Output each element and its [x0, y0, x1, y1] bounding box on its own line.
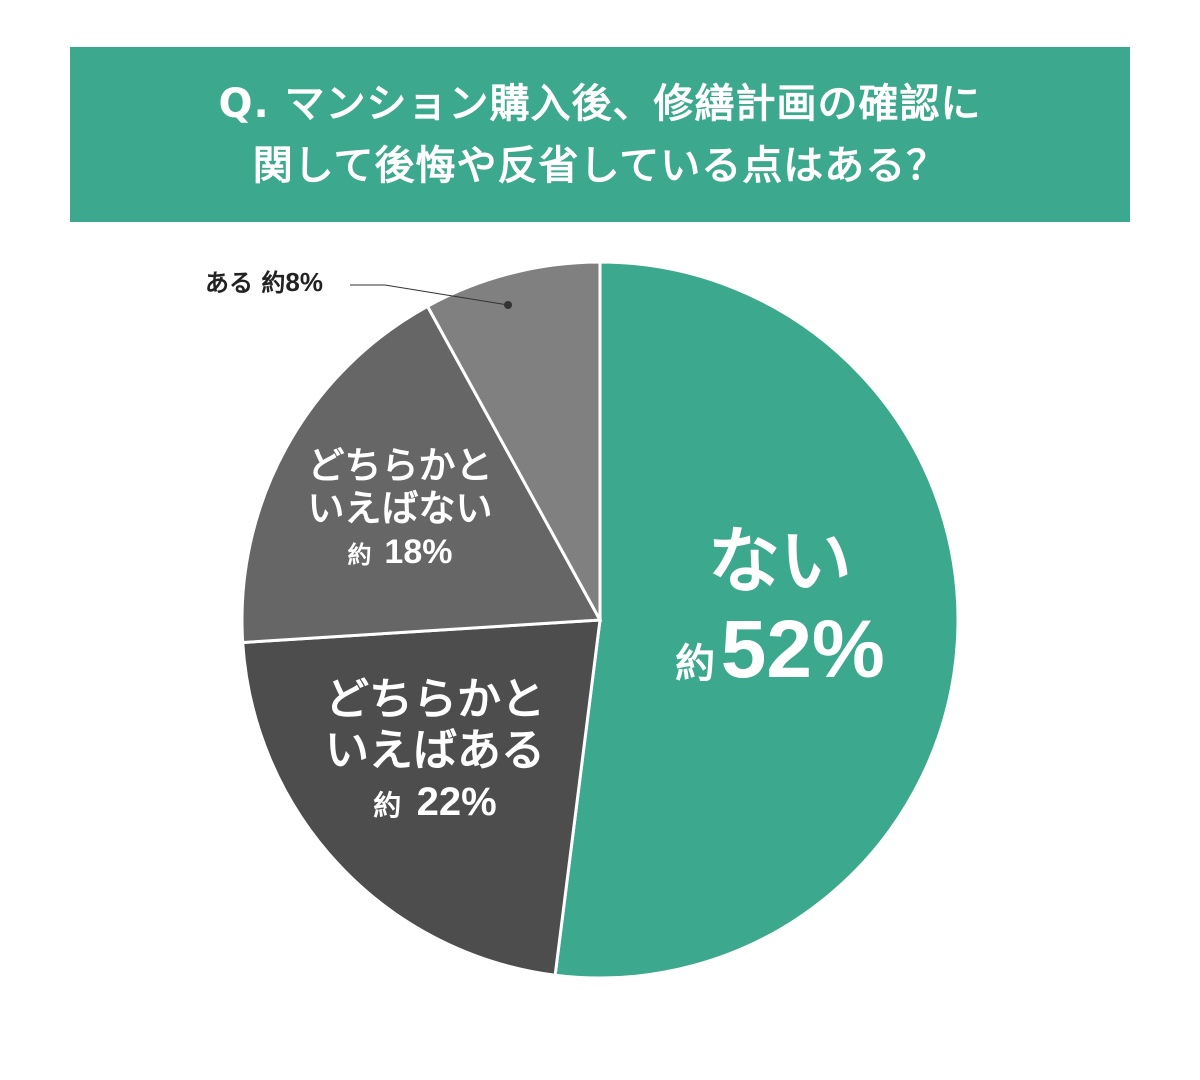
label-dochiraka-nai: どちらかと いえばない 約 18% — [280, 444, 520, 573]
label-dochiraka-aru: どちらかと いえばある 約 22% — [290, 674, 580, 827]
label-nai2-line2: いえばない — [307, 486, 493, 530]
label-aru2-prefix: 約 — [373, 789, 402, 823]
label-nai-prefix: 約 — [675, 640, 716, 687]
pie-slice-2 — [240, 304, 603, 645]
label-nai2-prefix: 約 — [347, 541, 372, 570]
chart-title: Q. マンション購入後、修繕計画の確認に 関して後悔や反省している点はある？ — [70, 47, 1130, 222]
pie-slice-0 — [553, 260, 960, 980]
pie-slice-3 — [425, 260, 602, 621]
title-line-1: Q. マンション購入後、修繕計画の確認に — [218, 80, 982, 127]
label-aru2-line2: いえばある — [325, 724, 545, 776]
label-aru: ある 約8% — [205, 267, 323, 298]
label-aru-prefix: 約 — [261, 269, 286, 297]
label-nai-text: ない — [707, 519, 852, 603]
label-aru-pct: 8% — [285, 267, 323, 297]
label-nai-pct: 52% — [720, 603, 885, 695]
leader-line — [350, 284, 509, 306]
pie-slice-1 — [241, 618, 602, 977]
label-aru-text: ある — [205, 269, 253, 297]
label-nai: ない 約 52% — [660, 520, 900, 697]
label-aru2-line1: どちらかと — [325, 674, 545, 725]
title-line-2: 関して後悔や反省している点はある？ — [252, 142, 948, 189]
label-nai2-line1: どちらかと — [307, 444, 493, 487]
label-nai2-pct: 18% — [384, 533, 453, 572]
leader-dot — [504, 301, 512, 309]
label-aru2-pct: 22% — [416, 780, 497, 825]
